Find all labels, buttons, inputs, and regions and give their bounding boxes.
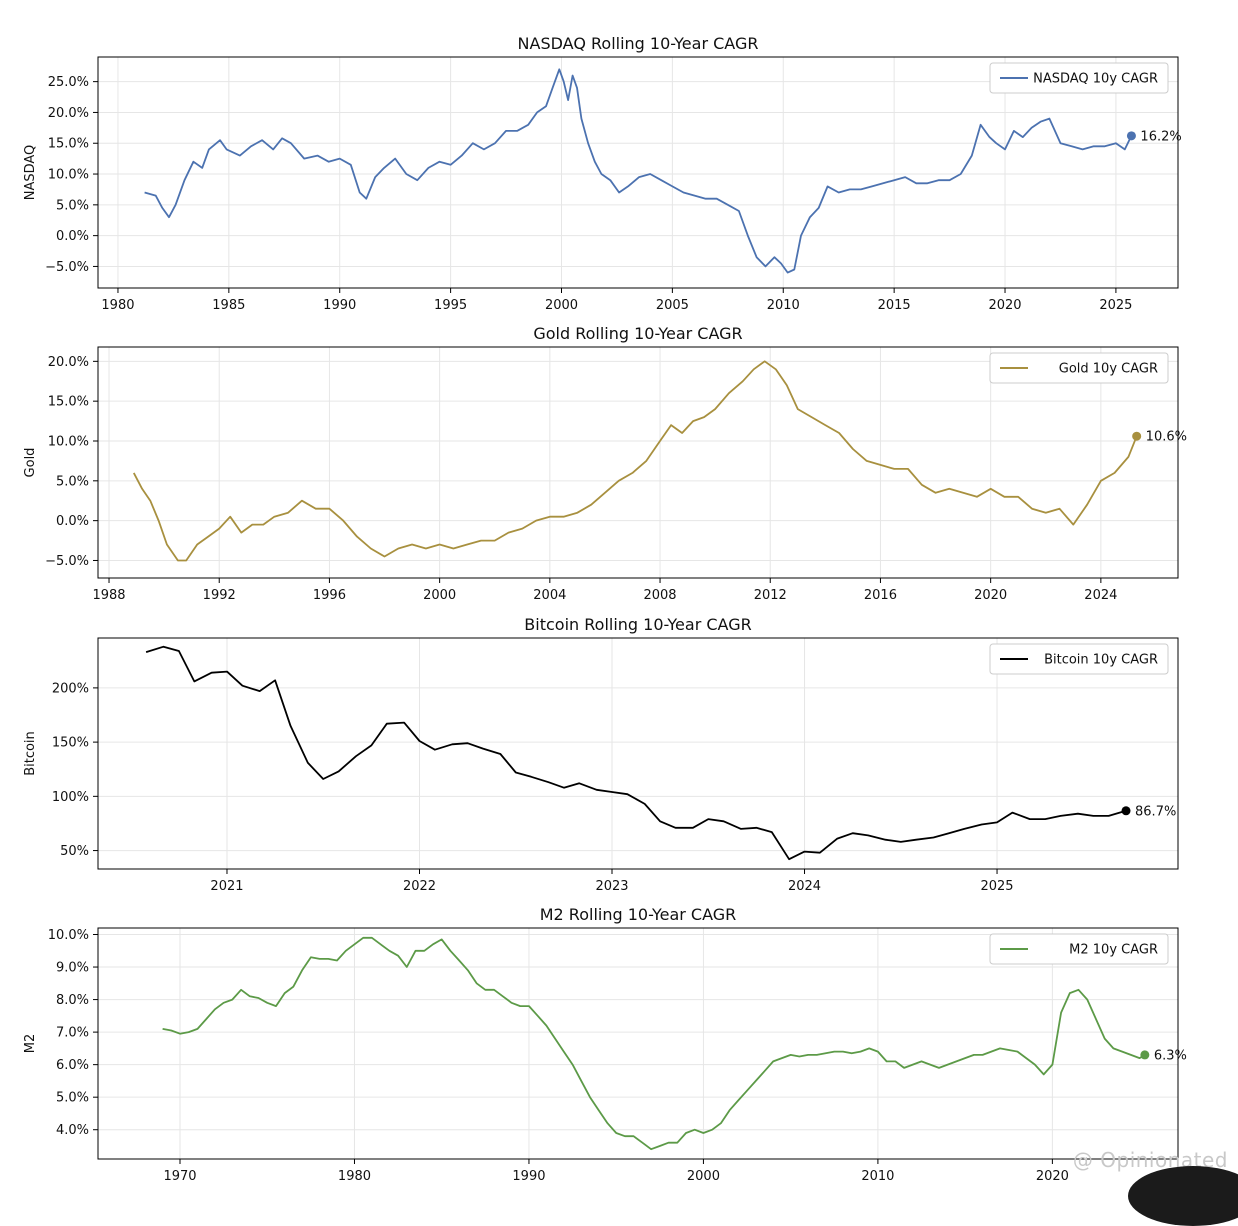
y-axis-label: Gold — [23, 448, 38, 478]
y-tick-label: 50% — [60, 844, 89, 859]
x-tick-label: 2015 — [878, 298, 911, 313]
y-axis-label: NASDAQ — [23, 145, 38, 201]
legend-box — [989, 643, 1169, 675]
y-tick-label: −5.0% — [45, 554, 89, 569]
chart-panel-0: 1980 1985 1990 1995 2000 2005 2010 2015 2020 2025… — [23, 34, 1182, 313]
last-value-label: 86.7% — [1135, 804, 1176, 819]
x-tick-label: 2000 — [687, 1169, 720, 1184]
chart-title: Gold Rolling 10-Year CAGR — [533, 324, 742, 343]
y-tick-label: 4.0% — [56, 1123, 89, 1138]
y-tick-label: 0.0% — [56, 514, 89, 529]
plot-frame — [97, 927, 1179, 1160]
series-line — [144, 68, 1133, 274]
x-tick-label: 1992 — [203, 588, 236, 603]
x-tick-label: 2012 — [754, 588, 787, 603]
x-tick-label: 2020 — [974, 588, 1007, 603]
x-tick-label: 1990 — [512, 1169, 545, 1184]
x-tick-label: 2000 — [423, 588, 456, 603]
last-value-label: 16.2% — [1140, 129, 1181, 144]
x-tick-label: 2022 — [403, 879, 436, 894]
chart-title: Bitcoin Rolling 10-Year CAGR — [524, 615, 751, 634]
last-point-marker — [1132, 431, 1142, 441]
x-tick-label: 2005 — [656, 298, 689, 313]
x-tick-label: 2021 — [210, 879, 243, 894]
x-tick-label: 1996 — [313, 588, 346, 603]
plot-frame — [97, 637, 1179, 870]
y-tick-label: −5.0% — [45, 260, 89, 275]
last-point-marker — [1121, 806, 1131, 816]
last-point-marker — [1126, 131, 1136, 141]
legend-box — [989, 933, 1169, 965]
x-tick-label: 1990 — [323, 298, 356, 313]
last-value-label: 6.3% — [1154, 1048, 1187, 1063]
corner-decoration — [1128, 1166, 1238, 1226]
x-tick-label: 2024 — [788, 879, 821, 894]
y-tick-label: 20.0% — [48, 106, 89, 121]
x-tick-label: 2025 — [1099, 298, 1132, 313]
x-tick-label: 2025 — [980, 879, 1013, 894]
x-tick-label: 2016 — [864, 588, 897, 603]
plot-frame — [97, 346, 1179, 579]
x-tick-label: 2010 — [767, 298, 800, 313]
y-tick-label: 10.0% — [48, 168, 89, 183]
legend-box — [989, 62, 1169, 94]
y-tick-label: 5.0% — [56, 1091, 89, 1106]
x-tick-label: 2020 — [988, 298, 1021, 313]
legend-label: Gold 10y CAGR — [1059, 362, 1158, 377]
y-tick-label: 25.0% — [48, 75, 89, 90]
y-tick-label: 20.0% — [48, 355, 89, 370]
y-tick-label: 6.0% — [56, 1058, 89, 1073]
x-tick-label: 2008 — [643, 588, 676, 603]
x-tick-label: 1988 — [92, 588, 125, 603]
plot-frame — [97, 56, 1179, 289]
series-line — [162, 936, 1146, 1151]
y-axis-label: M2 — [23, 1034, 38, 1054]
x-tick-label: 2010 — [861, 1169, 894, 1184]
x-tick-label: 1980 — [338, 1169, 371, 1184]
y-tick-label: 15.0% — [48, 395, 89, 410]
x-tick-label: 2023 — [595, 879, 628, 894]
series-line — [133, 360, 1138, 562]
x-tick-label: 2004 — [533, 588, 566, 603]
y-tick-label: 15.0% — [48, 137, 89, 152]
legend-box — [989, 352, 1169, 384]
chart-panel-2: 2021 2022 2023 2024 2025 50% 100% 150% 200% 86.7%… — [23, 615, 1179, 894]
y-tick-label: 10.0% — [48, 434, 89, 449]
chart-panel-3: 1970 1980 1990 2000 2010 2020 4.0% 5.0% 6.0% 7.0%… — [23, 905, 1187, 1184]
x-tick-label: 1970 — [163, 1169, 196, 1184]
last-point-marker — [1140, 1050, 1150, 1060]
y-tick-label: 5.0% — [56, 474, 89, 489]
chart-panel-1: 1988 1992 1996 2000 2004 2008 2012 2016 2020 2024… — [23, 324, 1187, 603]
legend-label: NASDAQ 10y CAGR — [1033, 72, 1158, 87]
charts-figure: 1980 1985 1990 1995 2000 2005 2010 2015 2020 2025… — [23, 34, 1187, 1184]
y-tick-label: 5.0% — [56, 198, 89, 213]
y-tick-label: 0.0% — [56, 229, 89, 244]
y-tick-label: 200% — [52, 681, 89, 696]
x-tick-label: 2000 — [545, 298, 578, 313]
chart-title: M2 Rolling 10-Year CAGR — [540, 905, 737, 924]
last-value-label: 10.6% — [1146, 430, 1187, 445]
y-axis-label: Bitcoin — [23, 731, 38, 776]
series-line — [145, 645, 1127, 861]
x-tick-label: 2024 — [1084, 588, 1117, 603]
y-tick-label: 7.0% — [56, 1026, 89, 1041]
x-tick-label: 2020 — [1036, 1169, 1069, 1184]
x-tick-label: 1980 — [101, 298, 134, 313]
y-tick-label: 100% — [52, 790, 89, 805]
y-tick-label: 150% — [52, 736, 89, 751]
y-tick-label: 9.0% — [56, 961, 89, 976]
chart-title: NASDAQ Rolling 10-Year CAGR — [518, 34, 759, 53]
x-tick-label: 1985 — [212, 298, 245, 313]
y-tick-label: 8.0% — [56, 993, 89, 1008]
y-tick-label: 10.0% — [48, 928, 89, 943]
legend-label: M2 10y CAGR — [1069, 943, 1158, 958]
legend-label: Bitcoin 10y CAGR — [1044, 653, 1158, 668]
x-tick-label: 1995 — [434, 298, 467, 313]
